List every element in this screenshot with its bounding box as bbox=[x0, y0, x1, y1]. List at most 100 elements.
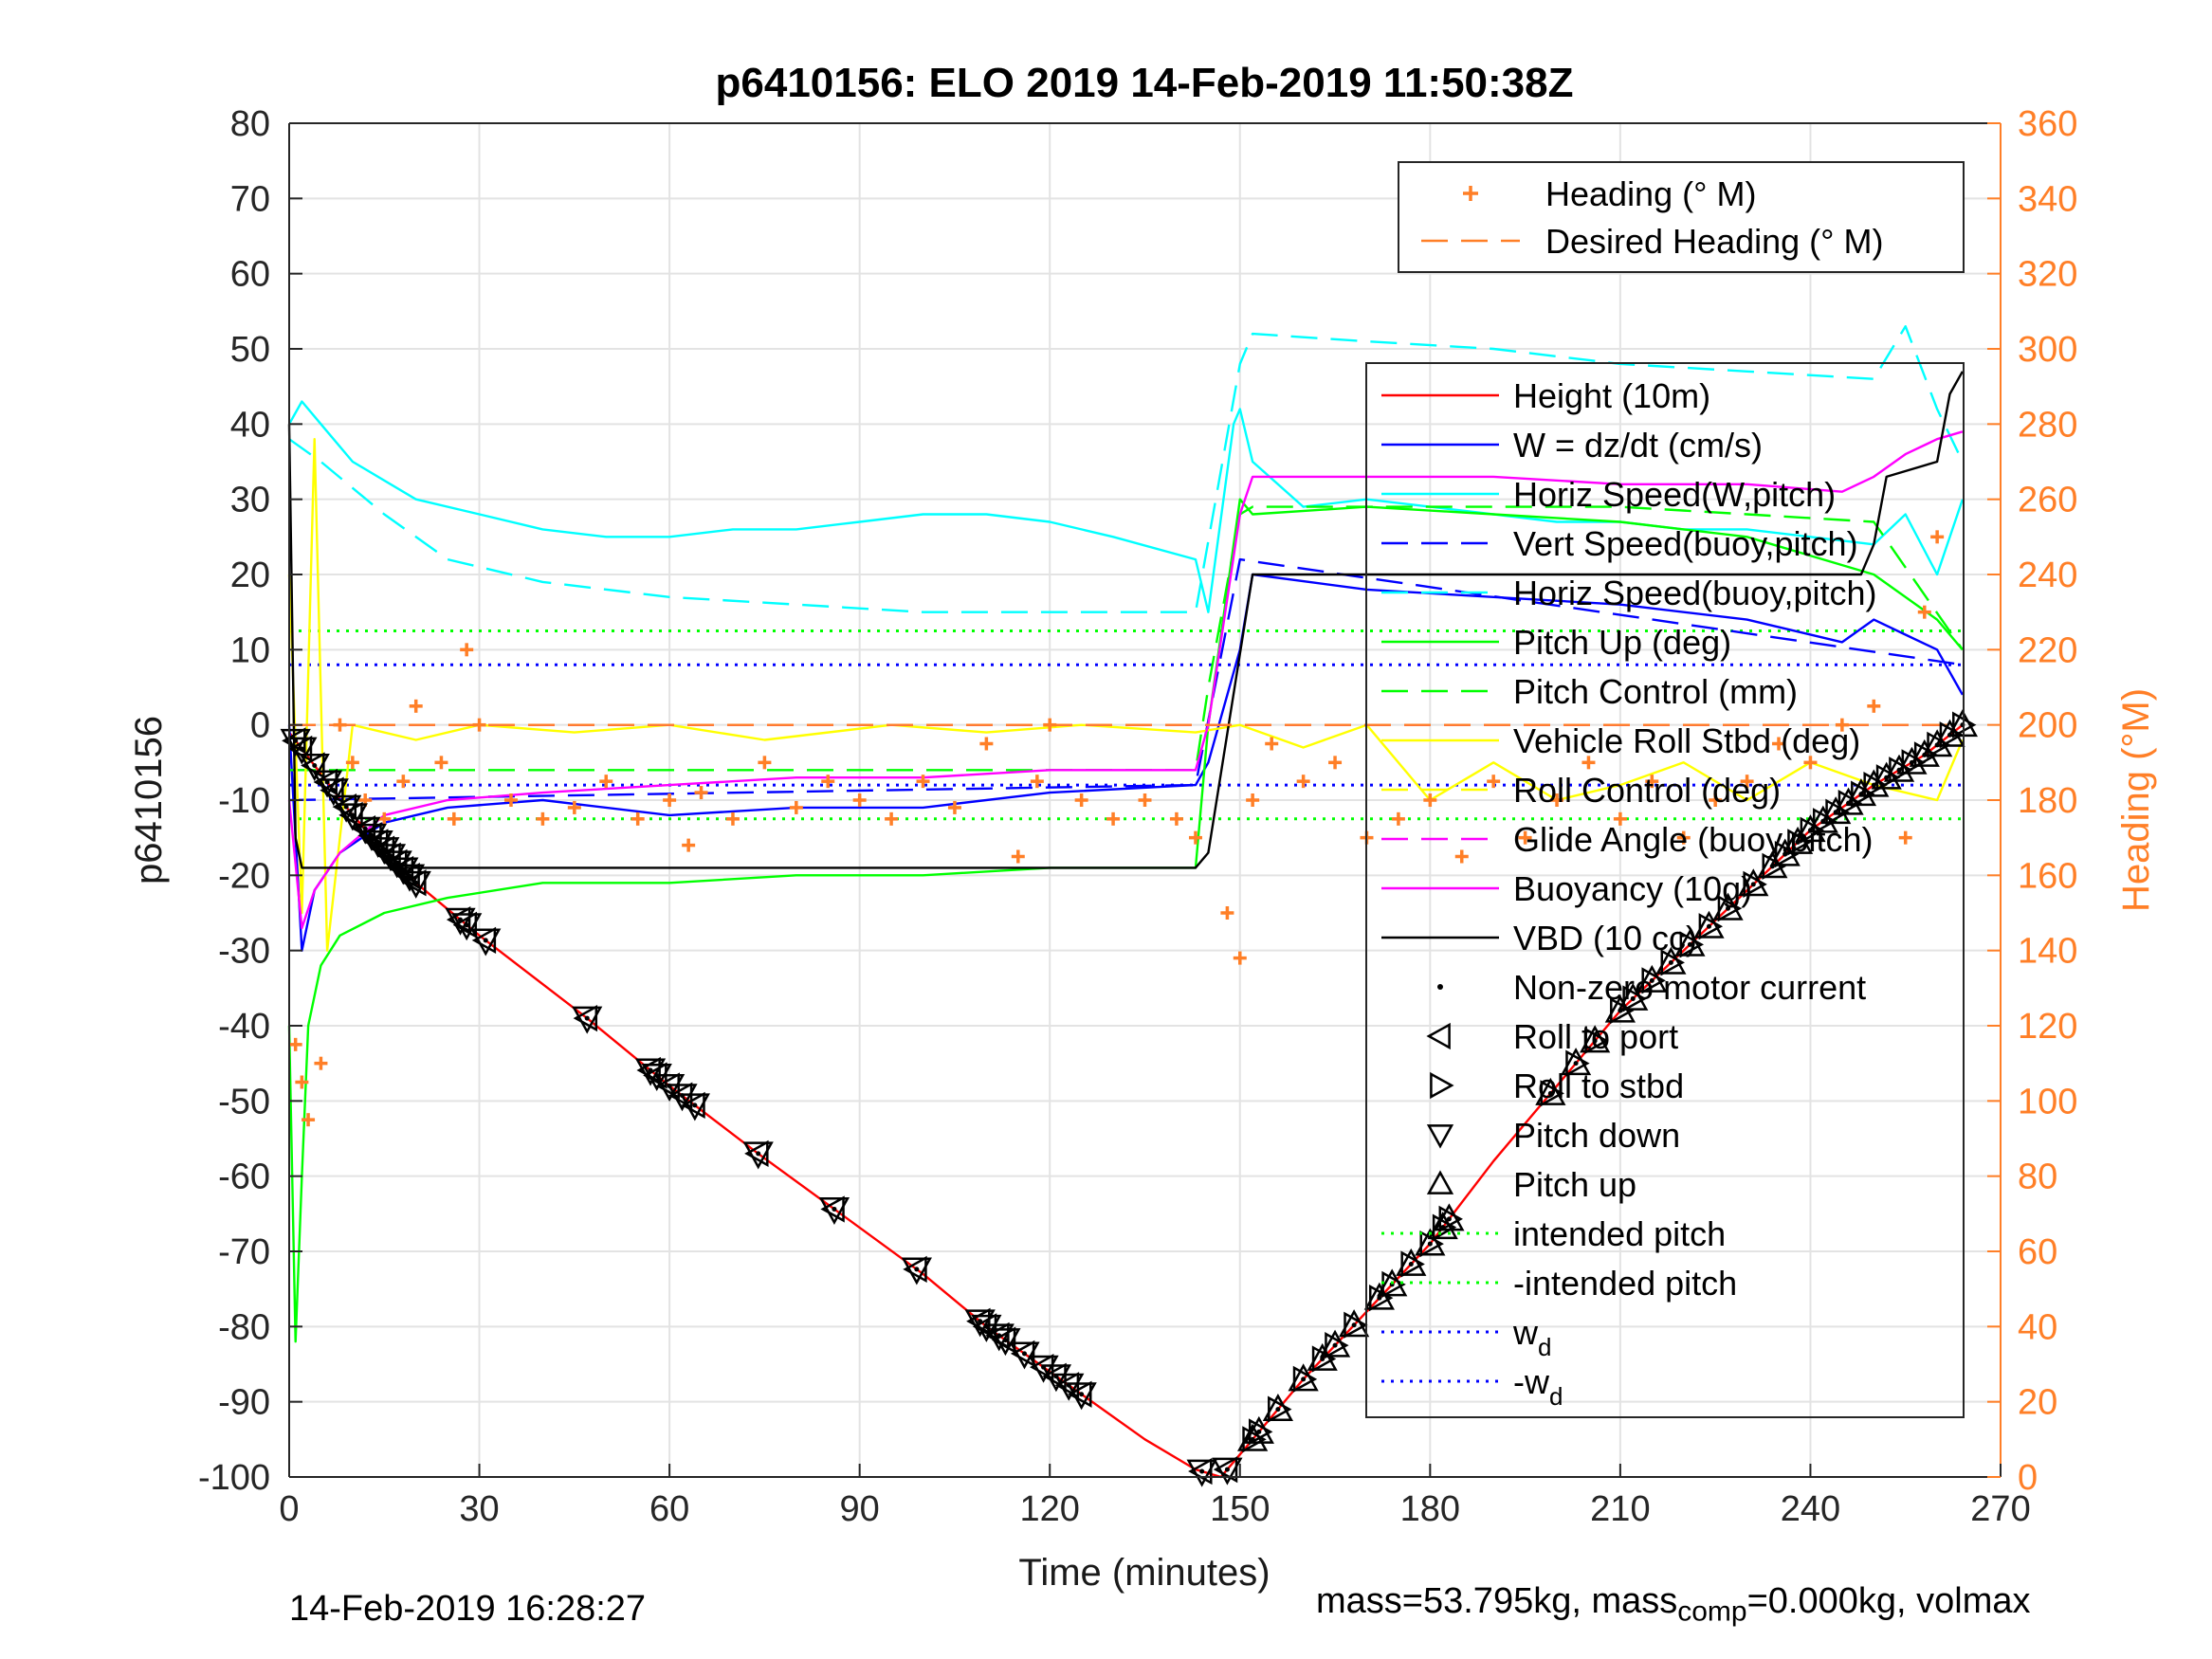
legend-item-pitch-up-deg: Pitch Up (deg) bbox=[1381, 623, 1731, 662]
roll-port-marker bbox=[1068, 1380, 1092, 1408]
heading-point bbox=[821, 775, 835, 789]
y-tick-labels: -100-90-80-70-60-50-40-30-20-10010203040… bbox=[198, 104, 270, 1498]
heading-point bbox=[682, 838, 696, 852]
heading-point bbox=[434, 756, 448, 770]
legend-item-roll-to-stbd: Roll to stbd bbox=[1430, 1066, 1684, 1105]
marker-ascent bbox=[1674, 928, 1706, 958]
marker-descent bbox=[1009, 1340, 1040, 1370]
footer-mass-b: =0.000kg, volmax bbox=[1746, 1581, 2031, 1621]
x-tick-label: 240 bbox=[1781, 1489, 1840, 1529]
motor-current-dot bbox=[400, 866, 406, 872]
roll-stbd-marker bbox=[1743, 870, 1767, 898]
y2-tick-label: 180 bbox=[2018, 781, 2077, 821]
legend-label-sub: d bbox=[1538, 1333, 1551, 1361]
roll-stbd-marker bbox=[1889, 757, 1913, 784]
legend-label: Roll to port bbox=[1513, 1017, 1678, 1056]
roll-stbd-marker bbox=[1825, 798, 1850, 826]
motor-current-dot bbox=[1301, 1376, 1307, 1382]
x-tick-label: 90 bbox=[840, 1489, 880, 1529]
motor-current-dot bbox=[331, 788, 337, 793]
y2-tick-label: 80 bbox=[2018, 1158, 2057, 1197]
motor-current-dot bbox=[1021, 1351, 1027, 1357]
x-axis-label: Time (minutes) bbox=[1018, 1552, 1270, 1594]
heading-point bbox=[1645, 775, 1659, 789]
heading-point bbox=[1233, 951, 1247, 965]
legend-label: Vert Speed(buoy,pitch) bbox=[1513, 524, 1858, 563]
y-tick-label: -100 bbox=[198, 1458, 270, 1498]
legend-label: Height (10m) bbox=[1513, 376, 1710, 415]
footer-mass-a: mass=53.795kg, mass bbox=[1316, 1581, 1678, 1621]
motor-current-dot bbox=[388, 853, 393, 859]
legend-item-buoyancy-10g: Buoyancy (10g) bbox=[1381, 869, 1752, 908]
marker-descent bbox=[337, 801, 368, 831]
heading-point bbox=[1423, 793, 1437, 807]
y-tick-label: -80 bbox=[218, 1307, 270, 1347]
heading-point bbox=[1835, 718, 1849, 732]
marker-ascent bbox=[1618, 982, 1649, 1012]
roll-stbd-marker bbox=[1325, 1332, 1349, 1359]
heading-point bbox=[567, 800, 581, 814]
motor-current-dot bbox=[756, 1151, 761, 1157]
y2-tick-label: 220 bbox=[2018, 630, 2077, 670]
motor-current-dot bbox=[375, 839, 381, 845]
roll-stbd-marker bbox=[1913, 741, 1939, 769]
roll-port-marker bbox=[1010, 1340, 1035, 1368]
motor-current-dot bbox=[1351, 1322, 1357, 1328]
legend-item-height-10m: Height (10m) bbox=[1381, 376, 1710, 415]
roll-stbd-marker bbox=[1927, 731, 1951, 758]
y2-axis-label: Heading (°M) bbox=[2115, 688, 2157, 912]
series-vert-speed-buoy-pitch bbox=[288, 557, 1964, 802]
heading-point bbox=[725, 811, 740, 826]
roll-port-marker bbox=[402, 869, 427, 897]
roll-stbd-marker bbox=[1679, 931, 1704, 958]
heading-point bbox=[1613, 811, 1627, 826]
marker-ascent bbox=[1319, 1329, 1351, 1359]
legend-label: -intended pitch bbox=[1513, 1264, 1737, 1303]
motor-current-dot bbox=[1726, 905, 1731, 911]
marker-ascent bbox=[1636, 964, 1668, 994]
heading-point bbox=[1106, 811, 1121, 826]
marker-descent bbox=[1066, 1380, 1097, 1411]
heading-point bbox=[333, 718, 347, 732]
heading-point bbox=[1265, 737, 1279, 751]
motor-current-dot bbox=[1224, 1467, 1230, 1472]
x-tick-label: 30 bbox=[459, 1489, 499, 1529]
motor-current-dot bbox=[1002, 1338, 1008, 1343]
heading-point bbox=[758, 756, 772, 770]
reference-lines bbox=[289, 629, 1963, 821]
roll-stbd-marker bbox=[1901, 749, 1926, 776]
x-tick-label: 210 bbox=[1590, 1489, 1650, 1529]
heading-point bbox=[536, 811, 550, 826]
motor-current-dot bbox=[1275, 1407, 1281, 1413]
roll-stbd-marker bbox=[1660, 949, 1685, 976]
y-tick-label: 40 bbox=[230, 405, 270, 445]
motor-current-dot bbox=[312, 763, 318, 769]
motor-current-dot bbox=[914, 1267, 920, 1272]
marker-ascent bbox=[1243, 1415, 1274, 1446]
legend-label: Roll Control (deg) bbox=[1513, 771, 1781, 810]
heading-point bbox=[1898, 830, 1912, 845]
roll-stbd-marker bbox=[1268, 1395, 1292, 1423]
legend-label: Non-zero motor current bbox=[1513, 968, 1866, 1007]
heading-point bbox=[885, 811, 899, 826]
marker-descent bbox=[470, 926, 502, 957]
heading-point bbox=[916, 775, 930, 789]
heading-point bbox=[288, 1037, 302, 1051]
motor-current-dot bbox=[1668, 959, 1673, 965]
x-tick-label: 180 bbox=[1400, 1489, 1460, 1529]
legend-item-horiz-speed-buoy-pitch: Horiz Speed(buoy,pitch) bbox=[1381, 574, 1877, 612]
motor-current-dot bbox=[413, 880, 419, 885]
motor-current-dot bbox=[1573, 1061, 1579, 1066]
legend-item-pitch-up: Pitch up bbox=[1426, 1165, 1636, 1204]
marker-descent bbox=[679, 1091, 710, 1121]
roll-stbd-marker bbox=[1875, 764, 1901, 792]
legend-label: Roll to stbd bbox=[1513, 1066, 1684, 1105]
roll-stbd-marker bbox=[1863, 772, 1888, 799]
roll-stbd-marker bbox=[1438, 1205, 1463, 1233]
marker-descent bbox=[818, 1195, 850, 1226]
legend-swatch bbox=[1426, 1022, 1451, 1050]
y2-tick-label: 0 bbox=[2018, 1458, 2038, 1498]
heading-point bbox=[599, 775, 613, 789]
x-tick-label: 120 bbox=[1020, 1489, 1080, 1529]
